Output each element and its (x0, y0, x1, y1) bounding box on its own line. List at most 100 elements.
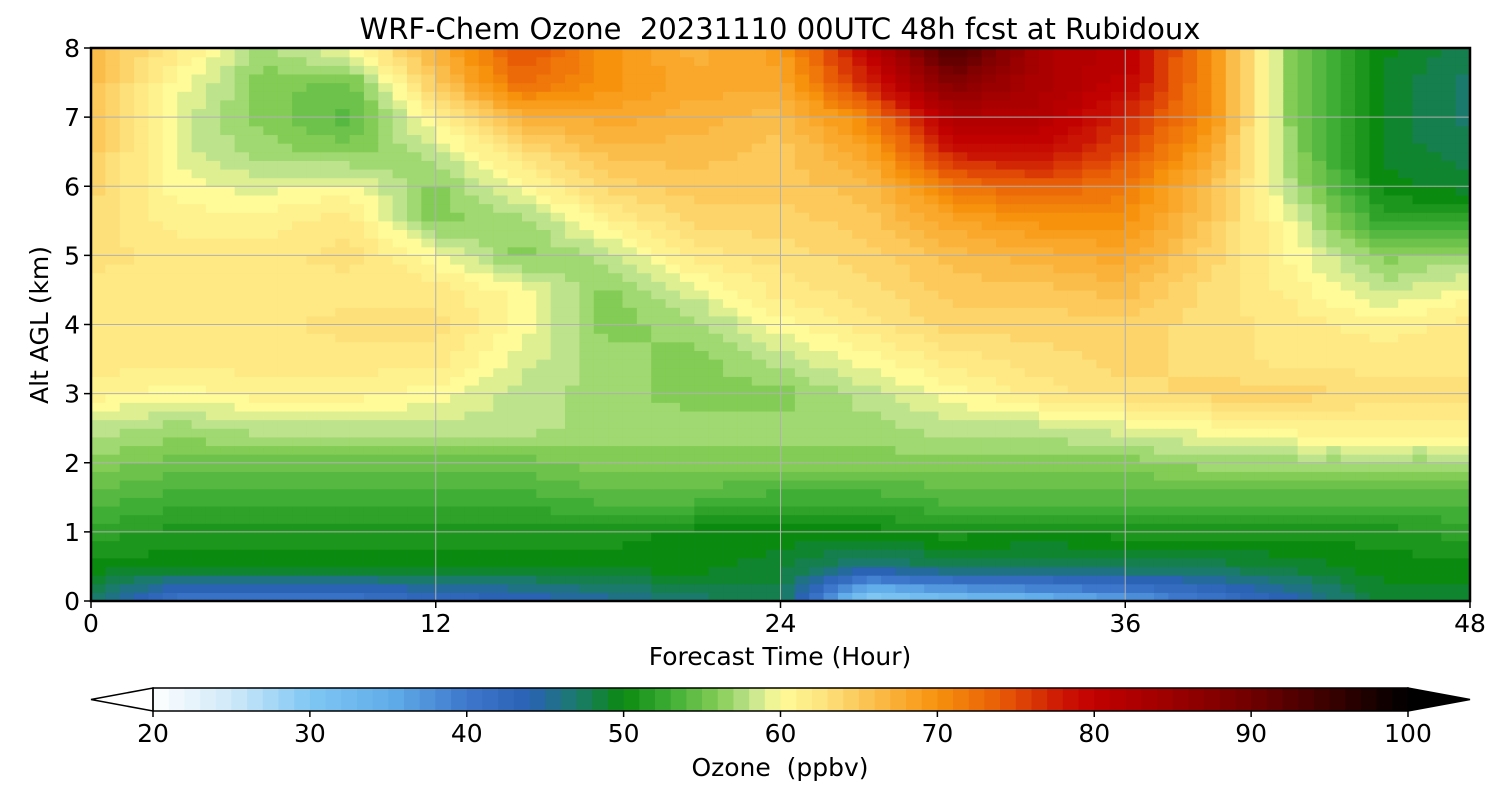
heatmap-cell (938, 168, 954, 179)
heatmap-cell (521, 419, 537, 429)
heatmap-cell (665, 212, 681, 222)
heatmap-cell (981, 151, 997, 161)
heatmap-cell (1197, 428, 1213, 438)
heatmap-cell (435, 428, 451, 438)
heatmap-cell (277, 514, 293, 524)
heatmap-cell (1139, 445, 1155, 455)
heatmap-cell (1455, 315, 1470, 326)
heatmap-cell (148, 557, 164, 568)
heatmap-cell (737, 246, 753, 256)
heatmap-cell (1283, 264, 1299, 274)
heatmap-cell (263, 307, 279, 317)
heatmap-cell (1268, 315, 1284, 326)
heatmap-cell (622, 393, 638, 403)
heatmap-cell (1268, 367, 1284, 377)
heatmap-cell (277, 445, 293, 455)
heatmap-cell (1024, 272, 1040, 282)
heatmap-cell (205, 281, 221, 291)
heatmap-cell (536, 341, 552, 352)
heatmap-cell (780, 238, 796, 248)
heatmap-cell (881, 220, 897, 231)
heatmap-cell (981, 592, 997, 601)
heatmap-cell (1398, 393, 1414, 403)
heatmap-cell (277, 341, 293, 352)
heatmap-cell (881, 497, 897, 507)
heatmap-cell (263, 419, 279, 429)
heatmap-cell (1182, 454, 1198, 464)
heatmap-cell (1039, 454, 1055, 464)
heatmap-cell (608, 549, 624, 559)
heatmap-cell (924, 315, 940, 326)
heatmap-cell (1096, 592, 1112, 601)
heatmap-cell (277, 505, 293, 516)
heatmap-cell (823, 531, 839, 542)
heatmap-cell (1082, 384, 1098, 395)
heatmap-cell (478, 462, 494, 472)
heatmap-cell (1455, 307, 1470, 317)
heatmap-cell (1412, 480, 1428, 490)
heatmap-cell (866, 531, 882, 542)
heatmap-cell (191, 255, 207, 265)
heatmap-cell (766, 583, 782, 593)
heatmap-cell (1441, 428, 1457, 438)
heatmap-cell (550, 160, 566, 170)
heatmap-cell (1355, 445, 1371, 455)
heatmap-cell (363, 281, 379, 291)
heatmap-cell (694, 557, 710, 568)
heatmap-cell (1283, 531, 1299, 542)
heatmap-cell (1326, 531, 1342, 542)
heatmap-cell (837, 246, 853, 256)
heatmap-cell (220, 549, 236, 559)
heatmap-cell (1340, 220, 1356, 231)
heatmap-cell (809, 454, 825, 464)
heatmap-cell (1311, 454, 1327, 464)
heatmap-cell (450, 454, 466, 464)
heatmap-cell (938, 462, 954, 472)
heatmap-cell (1441, 376, 1457, 386)
heatmap-cell (392, 333, 408, 343)
heatmap-cell (895, 281, 911, 291)
heatmap-cell (1024, 557, 1040, 568)
heatmap-cell (1268, 428, 1284, 438)
heatmap-cell (1225, 272, 1241, 282)
heatmap-cell (191, 194, 207, 205)
heatmap-cell (1096, 488, 1112, 498)
heatmap-cell (407, 557, 422, 568)
heatmap-cell (608, 462, 624, 472)
heatmap-cell (608, 488, 624, 498)
heatmap-cell (1398, 324, 1414, 334)
heatmap-cell (407, 497, 422, 507)
heatmap-cell (234, 238, 250, 248)
heatmap-cell (866, 592, 882, 601)
heatmap-cell (1110, 557, 1126, 568)
heatmap-cell (1182, 229, 1198, 239)
heatmap-cell (995, 575, 1011, 585)
heatmap-cell (895, 575, 911, 585)
heatmap-cell (823, 549, 839, 559)
heatmap-cell (1139, 566, 1155, 576)
heatmap-cell (837, 471, 853, 481)
heatmap-cell (450, 575, 466, 585)
heatmap-cell (407, 298, 422, 308)
heatmap-cell (335, 220, 351, 231)
heatmap-cell (1053, 151, 1069, 161)
heatmap-cell (952, 333, 968, 343)
heatmap-cell (234, 289, 250, 300)
heatmap-cell (579, 592, 595, 601)
heatmap-cell (622, 497, 638, 507)
heatmap-cell (1211, 566, 1227, 576)
heatmap-cell (162, 307, 178, 317)
heatmap-cell (1139, 488, 1155, 498)
heatmap-cell (1168, 462, 1184, 472)
heatmap-cell (1268, 523, 1284, 533)
heatmap-cell (679, 229, 695, 239)
heatmap-cell (1125, 177, 1141, 187)
heatmap-cell (249, 255, 264, 265)
heatmap-cell (1426, 480, 1442, 490)
heatmap-cell (1168, 315, 1184, 326)
heatmap-cell (493, 289, 509, 300)
heatmap-cell (1010, 454, 1026, 464)
heatmap-cell (1067, 410, 1083, 421)
heatmap-cell (320, 384, 336, 395)
heatmap-cell (794, 566, 810, 576)
